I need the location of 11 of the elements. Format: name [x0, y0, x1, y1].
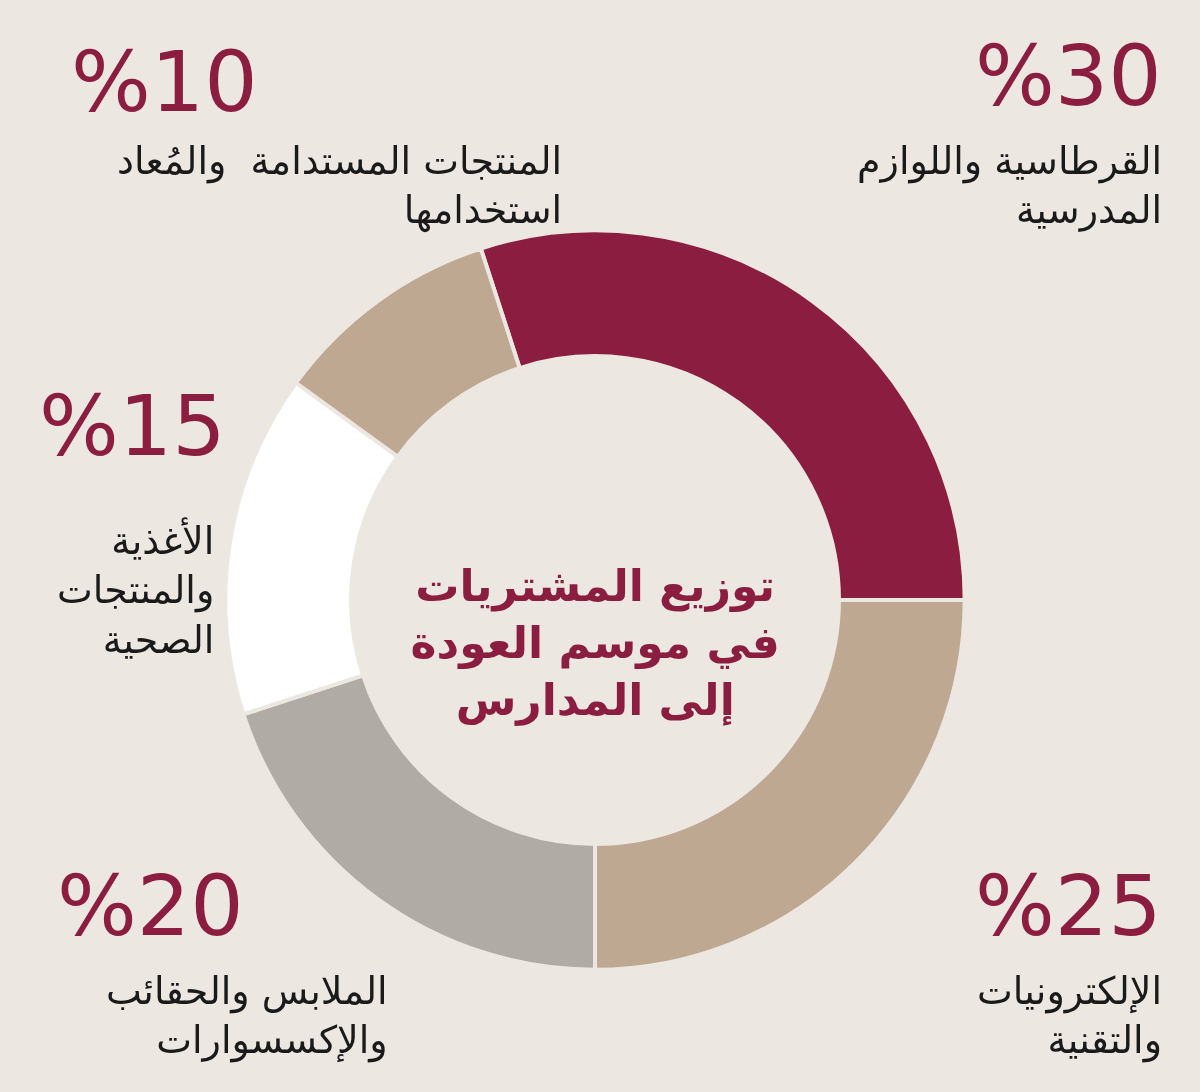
data-label: %30	[975, 27, 1162, 125]
data-label: %15	[39, 377, 226, 475]
slice-label: القرطاسية واللوازم المدرسية	[857, 139, 1163, 233]
data-label: %10	[71, 33, 258, 131]
slice-label: المنتجات المستدامة والمُعاد استخدامها	[117, 139, 563, 234]
slice-label: الإلكترونيات والتقنية	[977, 969, 1162, 1064]
slice-label: الأغذية والمنتجات الصحية	[57, 517, 215, 662]
text: توزيع المشتريات في موسم العودة إلى المدارس	[410, 559, 780, 726]
slice-label: الملابس والحقائب والإكسسوارات	[106, 969, 388, 1064]
data-label: %20	[57, 857, 244, 955]
data-label: %25	[975, 857, 1162, 955]
